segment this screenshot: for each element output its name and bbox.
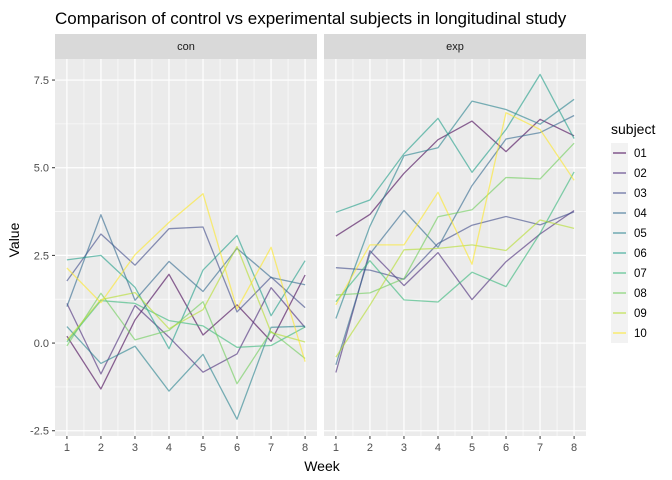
series-line-exp-10 xyxy=(335,112,575,306)
strip-label: con xyxy=(177,41,195,53)
series-line-con-09 xyxy=(66,245,306,343)
y-axis-title: Value xyxy=(6,222,22,257)
legend-item-10: 10 xyxy=(611,323,647,343)
legend-label: 03 xyxy=(634,188,647,200)
legend-item-01: 01 xyxy=(611,143,647,163)
series-line-con-02 xyxy=(66,287,306,375)
legend-title: subject xyxy=(611,121,655,137)
legend-item-07: 07 xyxy=(611,263,647,283)
panel-exp: exp 1 2 3 4 5 6 7 8 xyxy=(324,34,586,454)
x-tick-label: 5 xyxy=(469,442,475,454)
y-tick-label: 5.0 xyxy=(34,163,49,175)
legend-label: 07 xyxy=(634,268,647,280)
legend-label: 02 xyxy=(634,168,647,180)
x-tick-label: 3 xyxy=(401,442,407,454)
x-tick-label: 1 xyxy=(64,442,70,454)
series-line-exp-09 xyxy=(335,219,575,358)
series-line-exp-02 xyxy=(335,209,575,373)
x-tick-label: 2 xyxy=(367,442,373,454)
series-line-con-03 xyxy=(66,226,306,313)
x-tick-label: 8 xyxy=(302,442,308,454)
strip-label: exp xyxy=(446,41,464,53)
series-line-exp-01 xyxy=(335,118,575,237)
legend-label: 09 xyxy=(634,308,647,320)
legend-item-04: 04 xyxy=(611,203,647,223)
strip-background xyxy=(324,34,586,59)
x-axis-title: Week xyxy=(304,458,341,474)
legend-item-09: 09 xyxy=(611,303,647,323)
series-line-exp-08 xyxy=(335,142,575,296)
panels: con 1 2 3 4 5 6 7 8 exp 1 2 3 4 5 6 7 8 xyxy=(55,34,586,454)
legend-label: 01 xyxy=(634,148,647,160)
legend-label: 08 xyxy=(634,288,647,300)
series-line-con-08 xyxy=(66,292,306,385)
legend-label: 05 xyxy=(634,228,647,240)
x-tick-label: 7 xyxy=(537,442,543,454)
x-tick-label: 4 xyxy=(435,442,441,454)
series-line-exp-06 xyxy=(335,73,575,213)
y-tick-label: -2.5 xyxy=(30,426,49,438)
x-tick-label: 6 xyxy=(234,442,240,454)
legend-label: 10 xyxy=(634,328,647,340)
series-line-exp-07 xyxy=(335,171,575,303)
legend-item-03: 03 xyxy=(611,183,647,203)
panel-con: con 1 2 3 4 5 6 7 8 xyxy=(55,34,317,454)
x-tick-label: 4 xyxy=(166,442,172,454)
legend-item-08: 08 xyxy=(611,283,647,303)
strip-background xyxy=(55,34,317,59)
x-tick-label: 1 xyxy=(333,442,339,454)
y-tick-label: 7.5 xyxy=(34,75,49,87)
x-tick-label: 6 xyxy=(503,442,509,454)
chart-title: Comparison of control vs experimental su… xyxy=(55,9,567,28)
y-tick-label: 0.0 xyxy=(34,338,49,350)
series-line-exp-05 xyxy=(335,98,575,319)
series-line-con-04 xyxy=(66,214,306,307)
series-line-con-10 xyxy=(66,193,306,362)
legend: subject 01 02 03 04 05 06 07 08 09 10 xyxy=(611,121,655,343)
series-line-con-01 xyxy=(66,273,306,390)
legend-label: 06 xyxy=(634,248,647,260)
x-tick-label: 3 xyxy=(132,442,138,454)
series-line-exp-03 xyxy=(335,211,575,280)
series-line-con-05 xyxy=(66,325,306,420)
series-line-con-06 xyxy=(66,234,306,350)
y-axis: -2.5 0.0 2.5 5.0 7.5 xyxy=(30,75,55,438)
x-tick-label: 5 xyxy=(200,442,206,454)
series-line-exp-04 xyxy=(335,114,575,365)
x-tick-label: 2 xyxy=(98,442,104,454)
legend-item-05: 05 xyxy=(611,223,647,243)
x-tick-label: 8 xyxy=(571,442,577,454)
legend-item-06: 06 xyxy=(611,243,647,263)
x-tick-label: 7 xyxy=(268,442,274,454)
y-tick-label: 2.5 xyxy=(34,250,49,262)
legend-item-02: 02 xyxy=(611,163,647,183)
legend-label: 04 xyxy=(634,208,647,220)
